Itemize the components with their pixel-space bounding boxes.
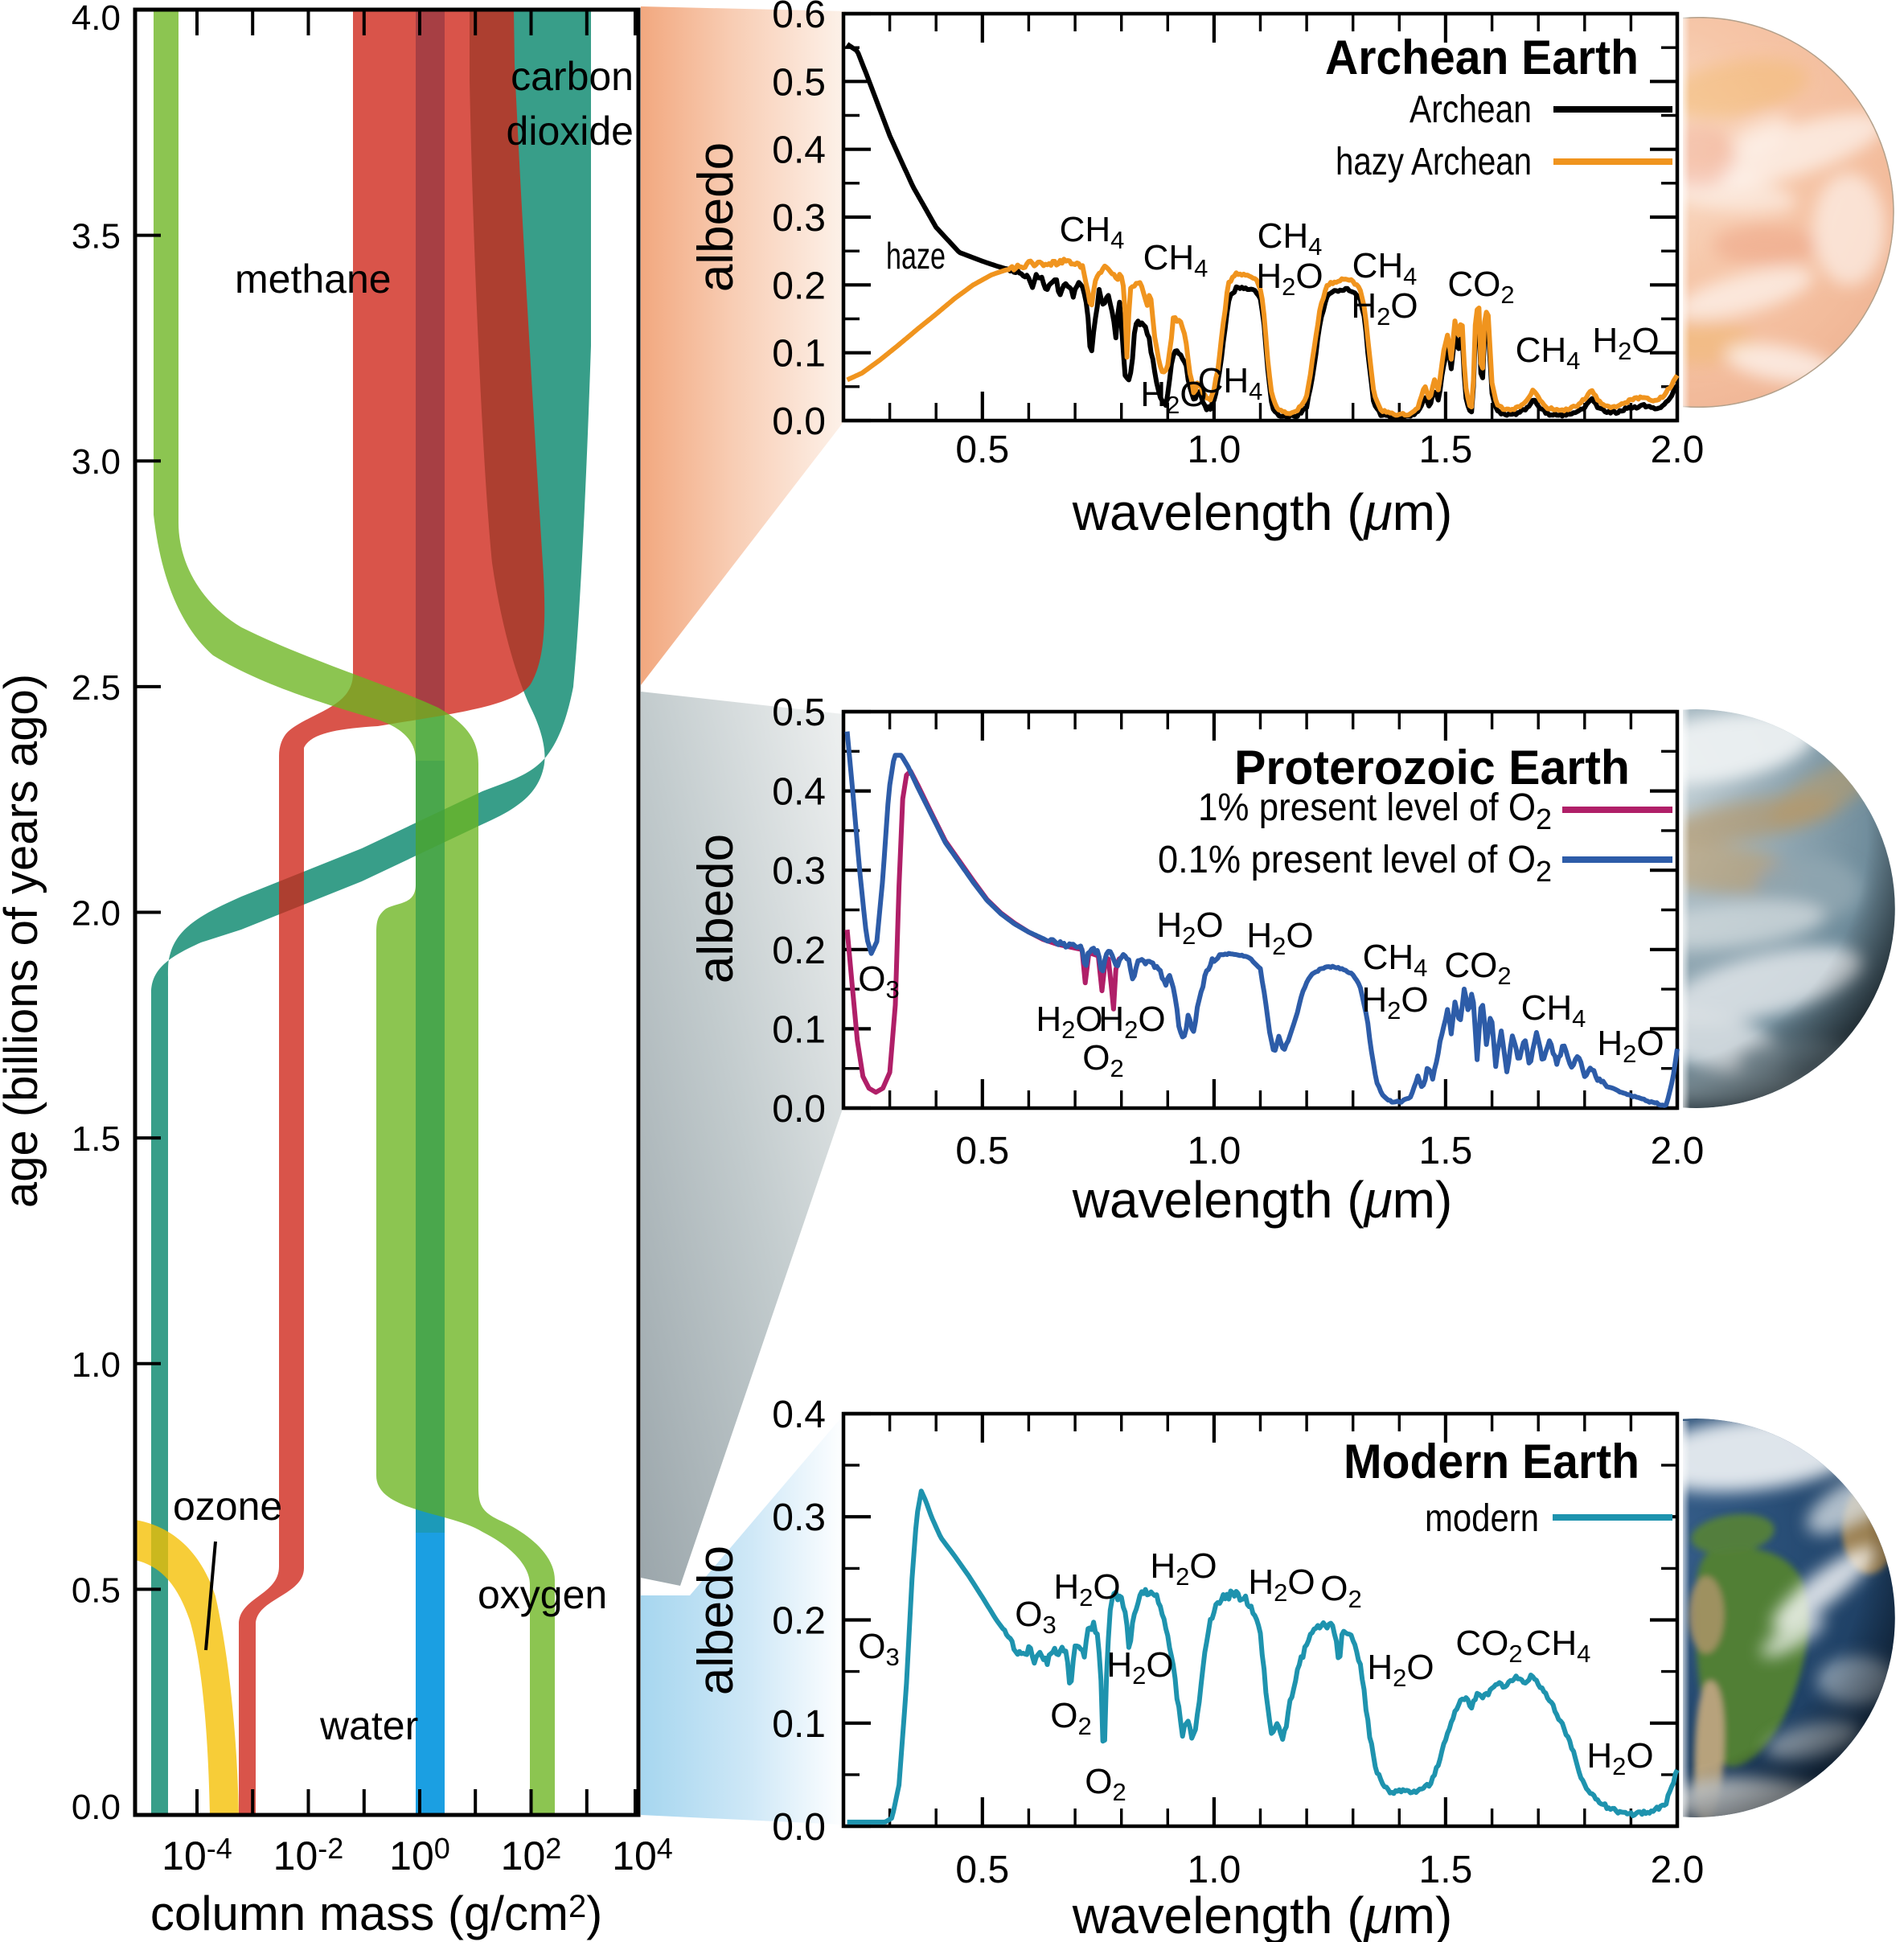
svg-text:H2O: H2O <box>1156 905 1223 950</box>
svg-text:methane: methane <box>235 257 392 302</box>
svg-text:column mass (g/cm2): column mass (g/cm2) <box>150 1887 602 1940</box>
svg-text:carbon: carbon <box>511 54 634 99</box>
svg-text:haze: haze <box>886 235 946 277</box>
svg-text:0.2: 0.2 <box>772 930 826 972</box>
svg-text:H2O: H2O <box>1597 1024 1664 1068</box>
svg-text:0.1: 0.1 <box>772 1703 826 1746</box>
svg-text:oxygen: oxygen <box>478 1572 607 1617</box>
svg-text:wavelength (μm): wavelength (μm) <box>1072 1171 1453 1229</box>
svg-text:H2O: H2O <box>1586 1736 1653 1780</box>
svg-text:0.5: 0.5 <box>72 1570 121 1610</box>
svg-text:O3: O3 <box>1015 1595 1056 1639</box>
svg-text:1.5: 1.5 <box>72 1119 121 1159</box>
svg-text:2: 2 <box>1536 803 1552 836</box>
svg-text:Archean: Archean <box>1410 88 1532 131</box>
svg-text:H2O: H2O <box>1256 257 1323 301</box>
svg-text:albedo: albedo <box>688 142 744 292</box>
svg-text:2: 2 <box>1536 855 1552 888</box>
svg-text:H2O: H2O <box>1106 1645 1173 1689</box>
svg-text:age (billions of years ago): age (billions of years ago) <box>0 674 47 1208</box>
svg-text:dioxide: dioxide <box>507 109 634 154</box>
svg-text:ozone: ozone <box>173 1484 282 1529</box>
svg-text:albedo: albedo <box>688 834 744 983</box>
svg-text:wavelength (μm): wavelength (μm) <box>1072 1887 1453 1942</box>
svg-text:Proterozoic Earth: Proterozoic Earth <box>1234 741 1630 794</box>
svg-text:0.5: 0.5 <box>955 429 1009 471</box>
svg-text:2.0: 2.0 <box>1651 1849 1705 1891</box>
svg-text:0.4: 0.4 <box>772 771 826 814</box>
svg-text:0.5: 0.5 <box>772 61 826 104</box>
svg-text:1.5: 1.5 <box>1419 1130 1473 1172</box>
svg-text:1% present level of O: 1% present level of O <box>1198 786 1536 829</box>
svg-text:2.0: 2.0 <box>72 894 121 934</box>
svg-text:1.0: 1.0 <box>1188 1130 1241 1172</box>
svg-text:modern: modern <box>1425 1497 1539 1540</box>
svg-text:0.5: 0.5 <box>955 1130 1009 1172</box>
svg-text:1.0: 1.0 <box>72 1345 121 1385</box>
svg-text:Archean Earth: Archean Earth <box>1325 31 1639 84</box>
svg-text:2.0: 2.0 <box>1651 1130 1705 1172</box>
svg-text:O2: O2 <box>1085 1762 1126 1806</box>
svg-text:0.1: 0.1 <box>772 333 826 376</box>
svg-text:1.5: 1.5 <box>1419 1849 1473 1891</box>
svg-text:0.0: 0.0 <box>772 400 826 443</box>
svg-text:albedo: albedo <box>688 1546 744 1695</box>
svg-text:3.5: 3.5 <box>72 217 121 257</box>
svg-text:0.3: 0.3 <box>772 197 826 240</box>
svg-text:0.0: 0.0 <box>772 1088 826 1131</box>
svg-text:0.5: 0.5 <box>955 1849 1009 1891</box>
svg-text:0.2: 0.2 <box>772 1600 826 1643</box>
svg-text:1.0: 1.0 <box>1188 429 1241 471</box>
svg-text:O3: O3 <box>858 1627 899 1671</box>
svg-text:0.1: 0.1 <box>772 1008 826 1051</box>
svg-text:10-4: 10-4 <box>162 1832 232 1878</box>
svg-text:Modern Earth: Modern Earth <box>1344 1435 1639 1488</box>
svg-text:0.6: 0.6 <box>772 0 826 36</box>
svg-text:0.4: 0.4 <box>772 1394 826 1436</box>
svg-text:CH4: CH4 <box>1258 216 1323 261</box>
svg-text:0.5: 0.5 <box>772 692 826 734</box>
svg-text:water: water <box>319 1703 418 1748</box>
svg-text:0.1% present level of O: 0.1% present level of O <box>1158 839 1536 881</box>
svg-text:4.0: 4.0 <box>72 0 121 38</box>
svg-text:3.0: 3.0 <box>72 442 121 482</box>
svg-text:hazy Archean: hazy Archean <box>1336 141 1532 183</box>
svg-text:O2: O2 <box>1320 1569 1361 1613</box>
svg-text:1.0: 1.0 <box>1188 1849 1241 1891</box>
svg-text:0.3: 0.3 <box>772 850 826 893</box>
svg-text:0.3: 0.3 <box>772 1497 826 1539</box>
svg-text:0.0: 0.0 <box>72 1788 121 1827</box>
svg-text:2.5: 2.5 <box>72 668 121 708</box>
svg-text:0.0: 0.0 <box>772 1806 826 1849</box>
svg-text:CO2: CO2 <box>1455 1624 1522 1668</box>
svg-text:wavelength (μm): wavelength (μm) <box>1072 483 1453 541</box>
svg-text:0.2: 0.2 <box>772 265 826 307</box>
svg-text:0.4: 0.4 <box>772 129 826 172</box>
svg-text:2.0: 2.0 <box>1651 429 1705 471</box>
svg-text:1.5: 1.5 <box>1419 429 1473 471</box>
svg-text:CH4: CH4 <box>1352 246 1418 290</box>
